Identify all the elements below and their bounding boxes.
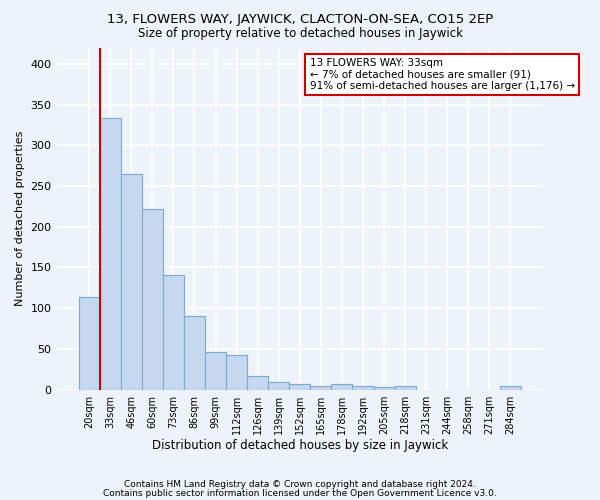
Bar	[142, 209, 163, 390]
Bar	[331, 384, 352, 390]
Bar	[184, 316, 205, 390]
Bar	[268, 382, 289, 390]
Text: 13 FLOWERS WAY: 33sqm
← 7% of detached houses are smaller (91)
91% of semi-detac: 13 FLOWERS WAY: 33sqm ← 7% of detached h…	[310, 58, 575, 91]
Bar	[395, 386, 416, 390]
Bar	[205, 352, 226, 390]
Y-axis label: Number of detached properties: Number of detached properties	[15, 131, 25, 306]
Bar	[226, 354, 247, 390]
Bar	[163, 275, 184, 390]
Text: Contains HM Land Registry data © Crown copyright and database right 2024.: Contains HM Land Registry data © Crown c…	[124, 480, 476, 489]
Text: 13, FLOWERS WAY, JAYWICK, CLACTON-ON-SEA, CO15 2EP: 13, FLOWERS WAY, JAYWICK, CLACTON-ON-SEA…	[107, 12, 493, 26]
Bar	[310, 386, 331, 390]
Bar	[500, 386, 521, 390]
Bar	[247, 376, 268, 390]
Bar	[289, 384, 310, 390]
X-axis label: Distribution of detached houses by size in Jaywick: Distribution of detached houses by size …	[152, 440, 448, 452]
Bar	[100, 118, 121, 390]
Bar	[352, 386, 374, 390]
Text: Contains public sector information licensed under the Open Government Licence v3: Contains public sector information licen…	[103, 490, 497, 498]
Bar	[79, 297, 100, 390]
Text: Size of property relative to detached houses in Jaywick: Size of property relative to detached ho…	[137, 28, 463, 40]
Bar	[121, 174, 142, 390]
Bar	[374, 388, 395, 390]
